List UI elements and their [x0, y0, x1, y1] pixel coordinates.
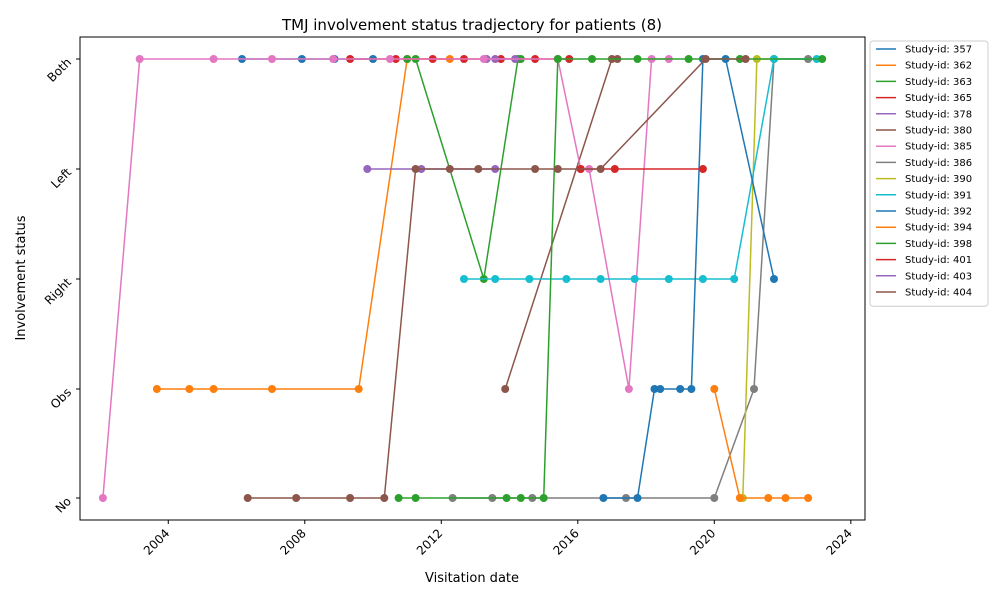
data-point [599, 494, 608, 502]
data-point [562, 275, 571, 283]
legend-label: Study-id: 365 [905, 93, 972, 104]
data-point [687, 385, 696, 393]
data-point [650, 385, 659, 393]
data-point [741, 55, 750, 63]
legend-label: Study-id: 404 [905, 288, 972, 299]
series-line [247, 58, 746, 499]
data-point [363, 165, 372, 173]
data-point [380, 494, 389, 502]
data-point [209, 385, 218, 393]
legend-label: Study-id: 378 [905, 109, 972, 120]
legend-label: Study-id: 380 [905, 126, 972, 137]
data-point [525, 275, 534, 283]
legend-label: Study-id: 385 [905, 142, 972, 153]
data-point [710, 494, 719, 502]
data-point [501, 385, 510, 393]
data-point [764, 494, 773, 502]
data-point [596, 165, 605, 173]
series-9 [460, 55, 821, 283]
data-point [135, 55, 144, 63]
data-point [701, 55, 710, 63]
legend-label: Study-id: 394 [905, 223, 972, 234]
data-point [479, 55, 488, 63]
data-point [610, 165, 619, 173]
y-axis-label: Involvement status [14, 215, 29, 340]
data-point [553, 55, 562, 63]
data-point [329, 55, 338, 63]
data-point [750, 385, 758, 393]
data-point [735, 494, 744, 502]
data-point [268, 385, 276, 393]
data-point [502, 494, 511, 502]
data-point [268, 55, 276, 63]
data-point [664, 275, 673, 283]
data-point [411, 494, 420, 502]
data-point [386, 55, 394, 63]
data-point [346, 494, 355, 502]
data-point [354, 385, 363, 393]
data-point [630, 275, 639, 283]
data-point [730, 275, 739, 283]
legend-label: Study-id: 398 [905, 239, 972, 250]
legend-frame [869, 40, 989, 307]
data-point [531, 165, 540, 173]
data-point [185, 385, 194, 393]
series-11 [710, 385, 813, 502]
series-12 [394, 55, 827, 502]
data-point [445, 165, 454, 173]
plot-area [98, 55, 827, 502]
data-point [633, 494, 642, 502]
data-point [491, 275, 500, 283]
data-point [98, 494, 107, 502]
data-point [676, 385, 685, 393]
legend-label: Study-id: 391 [905, 190, 972, 201]
data-point [684, 55, 693, 63]
data-point [588, 55, 596, 63]
data-point [818, 55, 827, 63]
data-point [804, 494, 813, 502]
data-point [209, 55, 218, 63]
data-point [539, 494, 548, 502]
data-point [781, 494, 790, 502]
data-point [553, 165, 562, 173]
data-point [243, 494, 252, 502]
data-point [710, 385, 719, 393]
legend-label: Study-id: 390 [905, 174, 972, 185]
series-15 [243, 55, 750, 502]
data-point [770, 275, 778, 283]
data-point [394, 494, 403, 502]
data-point [292, 494, 301, 502]
legend-label: Study-id: 363 [905, 77, 972, 88]
data-point [698, 275, 707, 283]
data-point [411, 165, 420, 173]
data-point [596, 275, 605, 283]
data-point [152, 385, 161, 393]
data-point [474, 165, 483, 173]
legend-label: Study-id: 386 [905, 158, 972, 169]
data-point [460, 275, 468, 283]
legend-label: Study-id: 403 [905, 271, 972, 282]
data-point [516, 494, 525, 502]
legend-label: Study-id: 401 [905, 255, 972, 266]
data-point [633, 55, 642, 63]
data-point [624, 385, 633, 393]
data-point [698, 165, 707, 173]
x-axis-label: Visitation date [425, 571, 519, 586]
legend-label: Study-id: 362 [905, 61, 972, 72]
legend: Study-id: 357 Study-id: 362 Study-id: 363 S… [869, 40, 989, 307]
legend-label: Study-id: 357 [905, 45, 972, 56]
chart-title: TMJ involvement status tradjectory for p… [281, 16, 662, 34]
data-point [656, 385, 665, 393]
legend-label: Study-id: 392 [905, 207, 972, 218]
